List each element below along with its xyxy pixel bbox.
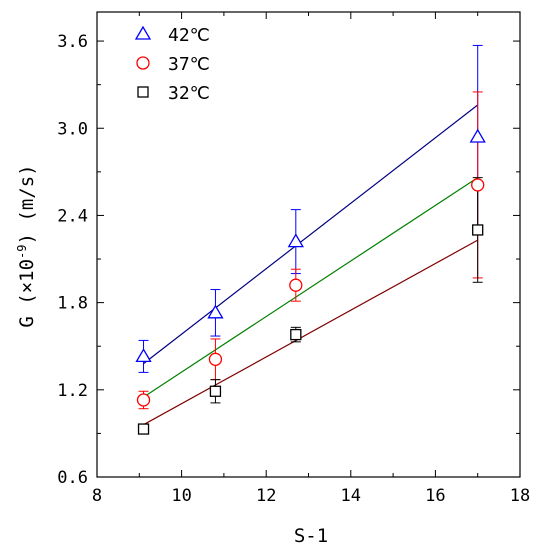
data-point-square (290, 328, 302, 341)
data-point-triangle (135, 348, 152, 363)
data-point-triangle (207, 304, 224, 319)
y-tick-label: 3.0 (57, 119, 88, 139)
legend-label: 32℃ (168, 83, 210, 104)
fit-lines (143, 104, 479, 426)
data-point-square (209, 385, 222, 397)
y-tick-label: 2.4 (57, 206, 88, 226)
data-markers (135, 128, 486, 435)
data-point-circle (136, 393, 151, 407)
axis-ticks: 8 10 12 14 16 18 0.6 1.2 1.8 2.4 3.0 3.6 (57, 12, 530, 506)
y-axis-title-prefix: G (×10 (16, 259, 38, 328)
legend-marker-circle (136, 56, 150, 70)
fit-line-triangle (143, 104, 479, 365)
y-axis-title-suffix: ) (m/s) (16, 164, 38, 244)
plot-frame (96, 11, 521, 478)
y-tick-label: 3.6 (57, 32, 88, 52)
data-point-square (137, 423, 150, 435)
x-tick-label: 14 (341, 486, 361, 506)
y-axis-title: G (×10-9) (m/s) (15, 164, 38, 327)
y-tick-label: 1.2 (57, 381, 88, 401)
legend-label: 42℃ (168, 25, 210, 46)
x-tick-label: 18 (510, 486, 530, 506)
data-point-circle (208, 352, 223, 366)
x-axis-title: S-1 (294, 525, 328, 547)
legend-label: 37℃ (168, 54, 210, 75)
legend: 42℃ 37℃ 32℃ (134, 25, 210, 104)
data-point-circle (289, 278, 303, 292)
data-point-triangle (469, 128, 486, 143)
legend-marker-square (137, 86, 149, 98)
x-tick-label: 12 (256, 486, 276, 506)
y-tick-label: 0.6 (57, 468, 88, 488)
data-point-circle (471, 178, 485, 192)
fit-line-square (143, 239, 478, 426)
y-tick-label: 1.8 (57, 294, 88, 314)
fit-line-circle (143, 177, 479, 398)
x-tick-label: 16 (425, 486, 445, 506)
y-axis-title-exponent: -9 (15, 244, 29, 258)
legend-marker-triangle (134, 25, 152, 40)
x-tick-label: 10 (171, 486, 191, 506)
x-tick-label: 8 (92, 486, 102, 506)
data-point-triangle (287, 233, 304, 248)
plot-area-border (96, 11, 521, 478)
data-point-square (472, 224, 484, 236)
